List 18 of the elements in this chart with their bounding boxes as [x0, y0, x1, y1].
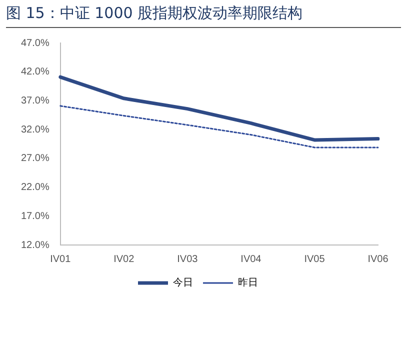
x-tick-label: IV06 — [368, 254, 389, 265]
y-tick-label: 47.0% — [20, 38, 50, 49]
y-tick-label: 22.0% — [20, 182, 50, 194]
x-tick-label: IV02 — [114, 254, 135, 265]
y-tick-label: 17.0% — [20, 210, 50, 222]
x-tick-label: IV03 — [177, 254, 198, 265]
legend-label: 昨日 — [238, 276, 258, 289]
x-tick-label: IV01 — [50, 254, 72, 265]
y-tick-label: 42.0% — [20, 66, 50, 78]
x-tick-label: IV05 — [304, 254, 326, 265]
line-series — [60, 105, 379, 148]
y-tick-label: 37.0% — [20, 95, 50, 106]
chart-title: 图 15：中证 1000 股指期权波动率期限结构 — [6, 4, 401, 28]
y-tick-label: 27.0% — [20, 153, 50, 164]
y-tick-label: 12.0% — [20, 240, 50, 251]
y-tick-label: 32.0% — [20, 124, 50, 136]
x-tick-label: IV04 — [240, 254, 262, 265]
legend-label: 今日 — [173, 276, 193, 289]
